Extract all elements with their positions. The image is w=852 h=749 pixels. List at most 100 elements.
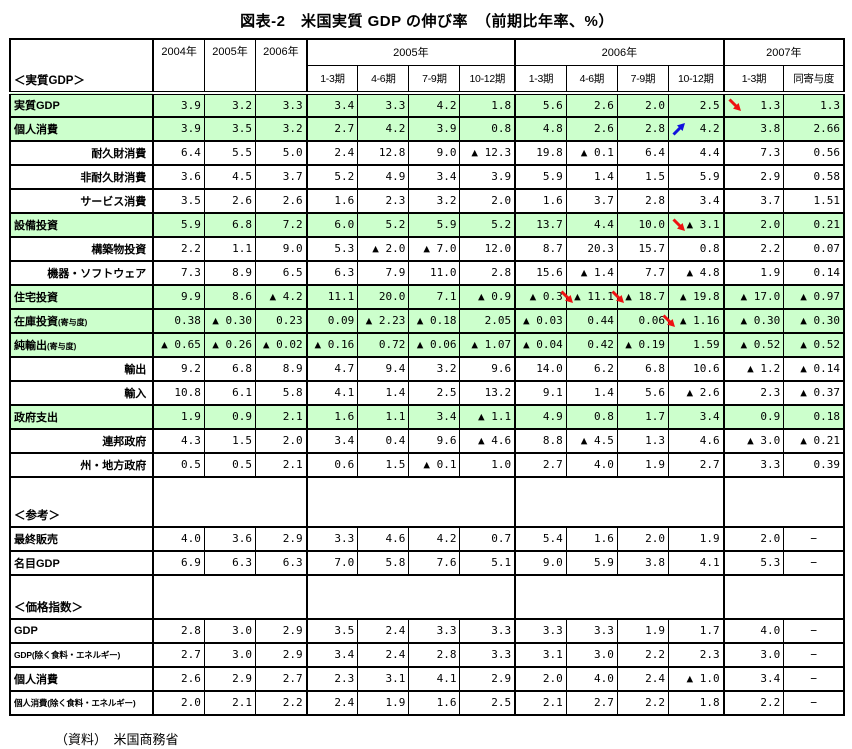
value-cell: 1.6 [514,187,567,214]
value-cell: ▲ 0.16 [305,331,359,358]
value-cell: 2.0 [514,665,567,692]
value-cell: 0.5 [203,451,257,478]
row-label: 構築物投資 [9,235,155,262]
value-cell: ▲ 1.1 [459,403,516,430]
value-cell: 2.6 [565,115,618,142]
table-row: 政府支出 1.9 0.9 2.1 1.6 1.1 3.4 ▲ 1.1 4.9 0.8 1.7 3.4 0… [9,403,845,430]
value-cell: 1.6 [565,525,618,552]
col-header-2006-q2: 4-6期 [565,64,618,95]
table-row: 耐久財消費 6.4 5.5 5.0 2.4 12.8 9.0 ▲ 12.3 19.8 ▲ 0.1 6… [9,139,845,166]
value-cell: 0.8 [459,115,516,142]
value-cell: 4.4 [565,211,618,238]
value-cell: 0.18 [783,403,845,430]
value-cell: 12.0 [459,235,516,262]
empty-cell [305,475,516,528]
value-cell: 5.5 [203,139,257,166]
value-cell: 0.39 [783,451,845,478]
row-label: GDP(除く食料・エネルギー) [9,641,155,668]
value-cell: 6.2 [565,355,618,382]
value-cell: 7.2 [255,211,308,238]
down-trend-arrow-icon [671,217,687,233]
value-cell: 2.0 [616,525,669,552]
value-cell: 5.2 [357,211,410,238]
value-cell: 4.2 [667,115,725,142]
row-label-note: (寄与度) [47,341,77,351]
value-cell: ▲ 0.21 [783,427,845,454]
value-cell: ▲ 11.1 [560,283,618,310]
value-cell: 9.0 [408,139,461,166]
value-cell: 1.3 [722,91,785,118]
value-cell: 5.6 [514,91,567,118]
table-row: 純輸出(寄与度) ▲ 0.65 ▲ 0.26 ▲ 0.02 ▲ 0.16 0.72 ▲ 0.… [9,331,845,358]
value-cell: ▲ 0.52 [783,331,845,358]
value-cell: 0.07 [783,235,845,262]
row-label: 個人消費(除く食料・エネルギー) [9,689,155,716]
value-cell: 6.3 [305,259,359,286]
value-cell: 6.3 [203,549,257,576]
value-cell: 2.2 [722,235,785,262]
value-cell: 0.38 [152,307,205,334]
value-cell: 2.0 [616,91,669,118]
value-cell: 2.2 [255,689,308,716]
row-label: サービス消費 [9,187,155,214]
value-cell: 2.0 [722,211,785,238]
col-header-2005-q4: 10-12期 [459,64,516,95]
value-cell: 2.2 [616,689,669,716]
value-cell: 3.3 [722,451,785,478]
value-cell: 3.3 [305,525,359,552]
value-cell: 3.0 [203,641,257,668]
col-header-2005: 2005年 [203,38,257,95]
value-cell: 0.44 [565,307,618,334]
value-cell: 3.4 [667,403,725,430]
value-cell: 3.6 [152,163,205,190]
row-label: 設備投資 [9,211,155,238]
value-cell: 5.3 [305,235,359,262]
table-header: ＜実質GDP＞ 2004年 2005年 2006年 2005年 2006年 20… [9,38,845,95]
value-cell: 2.8 [616,115,669,142]
value-cell: 2.05 [459,307,516,334]
value-cell: 7.1 [408,283,461,310]
value-cell: 2.7 [565,689,618,716]
value-cell: 1.9 [616,451,669,478]
value-cell: 6.3 [255,549,308,576]
gdp-growth-table: ＜実質GDP＞ 2004年 2005年 2006年 2005年 2006年 20… [9,38,845,716]
value-cell: 9.1 [514,379,567,406]
empty-cell [514,475,725,528]
value-cell: 5.2 [459,211,516,238]
value-cell: 2.3 [667,641,725,668]
value-cell: 3.3 [408,617,461,644]
col-header-2005-q2: 4-6期 [357,64,410,95]
value-cell: 3.2 [255,115,308,142]
value-cell: 4.0 [152,525,205,552]
section-row: ＜価格指数＞ [9,573,845,620]
empty-cell [305,573,516,620]
value-cell: 2.9 [255,525,308,552]
col-header-2007-contribution: 同寄与度 [783,64,845,95]
table-row: 在庫投資(寄与度) 0.38 ▲ 0.30 0.23 0.09 ▲ 2.23 ▲ 0.18 2… [9,307,845,334]
value-cell: 3.5 [152,187,205,214]
value-cell: 0.9 [722,403,785,430]
value-cell: ▲ 12.3 [459,139,516,166]
table-row: 設備投資 5.9 6.8 7.2 6.0 5.2 5.9 5.2 13.7 4.4 10.0 ▲ 3.… [9,211,845,238]
value-cell: 2.0 [722,525,785,552]
value-cell: − [783,665,845,692]
value-cell: 2.2 [616,641,669,668]
value-cell: 3.4 [667,187,725,214]
up-trend-arrow-icon [671,121,687,137]
value-cell: 2.7 [514,451,567,478]
value-cell: 9.2 [152,355,205,382]
row-label: 輸入 [9,379,155,406]
value-cell: 6.8 [203,355,257,382]
value-cell: 1.5 [203,427,257,454]
figure-title: 図表-2 米国実質 GDP の伸び率 （前期比年率、%） [240,13,614,30]
value-cell: 1.0 [459,451,516,478]
value-cell: 2.7 [305,115,359,142]
value-cell: 6.4 [152,139,205,166]
value-cell: 5.9 [408,211,461,238]
table-row: 個人消費(除く食料・エネルギー) 2.0 2.1 2.2 2.4 1.9 1.6 2.5 2.1… [9,689,845,716]
row-label: 非耐久財消費 [9,163,155,190]
value-cell: 3.7 [255,163,308,190]
value-cell: 1.4 [357,379,410,406]
value-cell: ▲ 1.4 [565,259,618,286]
value-cell: ▲ 1.2 [722,355,785,382]
